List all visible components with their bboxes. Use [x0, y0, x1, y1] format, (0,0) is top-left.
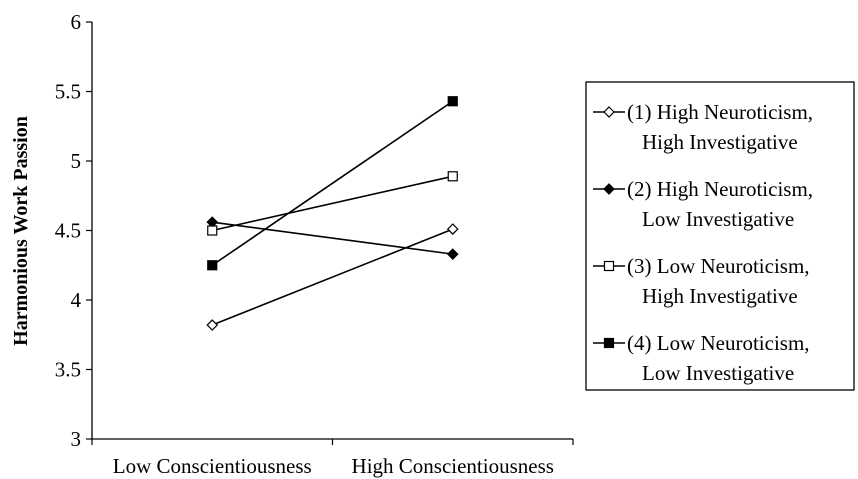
y-axis-ticks: 3 3.5 4 4.5 5 5.5 6 — [55, 10, 92, 451]
y-tick-label: 6 — [71, 10, 82, 34]
y-tick-label: 5.5 — [55, 80, 81, 104]
legend-label: (2) High Neuroticism, — [627, 177, 813, 201]
series-4 — [207, 96, 458, 271]
plot-area — [91, 22, 573, 440]
legend-item-4: (4) Low Neuroticism, Low Investigative — [593, 331, 810, 385]
data-point — [447, 96, 458, 107]
x-axis-ticks: Low Conscientiousness High Conscientiousn… — [91, 439, 574, 478]
legend-label: High Investigative — [642, 284, 798, 308]
y-tick-label: 3 — [71, 427, 82, 451]
data-point — [446, 248, 459, 260]
data-point — [446, 223, 459, 235]
series-line — [212, 221, 453, 255]
legend-box — [585, 81, 855, 391]
data-point — [207, 225, 218, 236]
legend-label: (4) Low Neuroticism, — [627, 331, 810, 355]
series-line — [211, 100, 454, 266]
legend-label: Low Investigative — [642, 361, 794, 385]
data-point — [206, 319, 219, 331]
legend-marker — [603, 260, 615, 272]
legend-label: (1) High Neuroticism, — [627, 100, 813, 124]
x-tick-label: Low Conscientiousness — [113, 454, 312, 478]
series-layer — [206, 96, 459, 331]
legend-marker — [603, 106, 615, 118]
legend-marker — [603, 337, 615, 349]
legend-marker — [603, 183, 615, 195]
series-1 — [206, 223, 459, 331]
y-axis-title: Harmonious Work Passion — [10, 116, 32, 346]
y-tick-label: 3.5 — [55, 358, 81, 382]
y-tick-label: 5 — [71, 149, 82, 173]
legend-label: (3) Low Neuroticism, — [627, 254, 810, 278]
y-tick-label: 4.5 — [55, 219, 81, 243]
series-2 — [206, 216, 459, 260]
legend-item-1: (1) High Neuroticism, High Investigative — [593, 100, 813, 154]
data-point — [207, 260, 218, 271]
data-point — [447, 171, 458, 182]
legend-item-3: (3) Low Neuroticism, High Investigative — [593, 254, 810, 308]
y-tick-label: 4 — [71, 288, 82, 312]
series-line — [212, 175, 453, 232]
legend-label: High Investigative — [642, 130, 798, 154]
series-line — [211, 228, 454, 326]
x-tick-label: High Conscientiousness — [352, 454, 554, 478]
series-3 — [207, 171, 458, 236]
legend-item-2: (2) High Neuroticism, Low Investigative — [593, 177, 813, 231]
legend-label: Low Investigative — [642, 207, 794, 231]
legend: (1) High Neuroticism,High Investigative(… — [585, 81, 855, 391]
